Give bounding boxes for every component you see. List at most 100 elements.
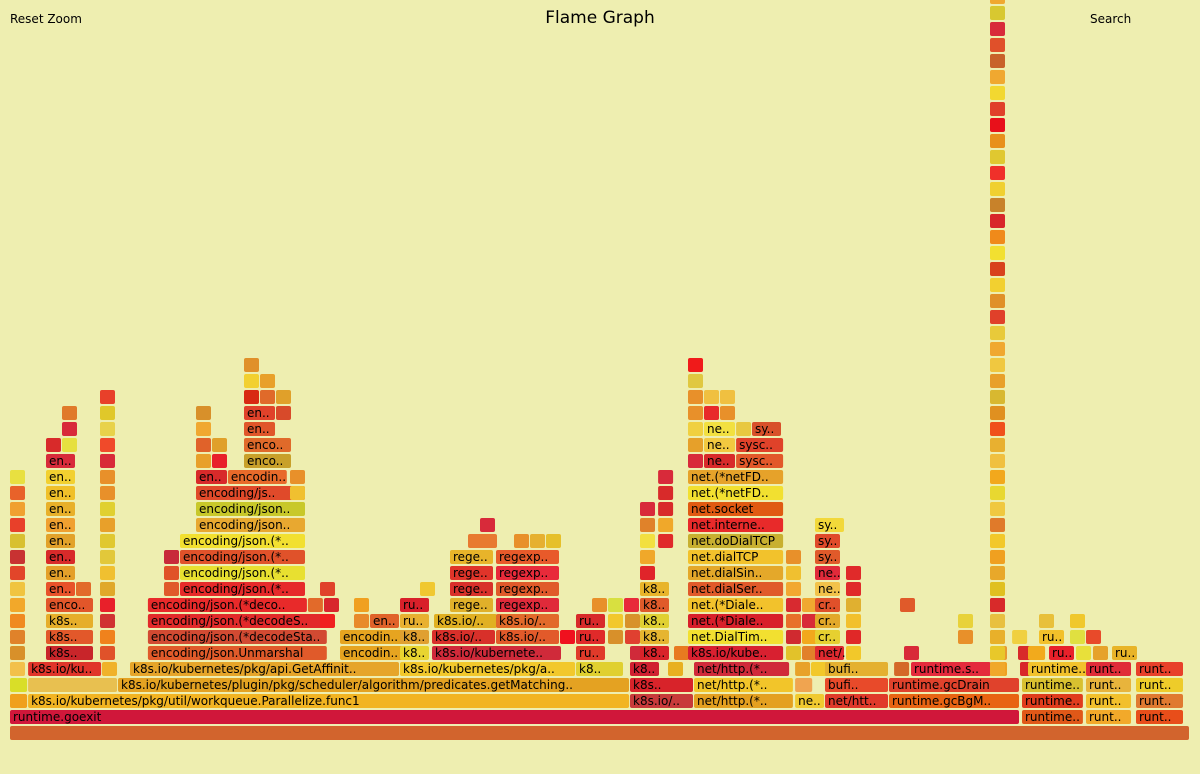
flame-frame[interactable]: k8.. <box>640 582 669 596</box>
flame-frame[interactable] <box>100 486 115 500</box>
flame-frame[interactable] <box>846 598 861 612</box>
flame-frame[interactable]: encoding/json.. <box>196 518 305 532</box>
flame-frame-rect[interactable] <box>958 630 973 644</box>
flame-frame[interactable] <box>354 598 369 612</box>
flame-frame[interactable] <box>658 502 674 516</box>
flame-frame-rect[interactable] <box>990 38 1005 52</box>
flame-frame-rect[interactable] <box>688 566 784 580</box>
flame-frame-rect[interactable] <box>704 438 735 452</box>
flame-frame[interactable] <box>546 534 561 548</box>
flame-frame-rect[interactable] <box>260 390 275 404</box>
flame-frame[interactable] <box>100 550 115 564</box>
flame-frame-rect[interactable] <box>1086 678 1131 692</box>
flame-frame-rect[interactable] <box>846 566 861 580</box>
flame-frame-rect[interactable] <box>244 422 275 436</box>
flame-frame-rect[interactable] <box>688 422 703 436</box>
flame-frame-rect[interactable] <box>786 630 801 644</box>
flame-frame-rect[interactable] <box>76 582 91 596</box>
flame-frame-rect[interactable] <box>1028 662 1089 676</box>
flame-frame-rect[interactable] <box>1112 646 1137 660</box>
flame-frame[interactable] <box>688 358 703 372</box>
flame-frame-rect[interactable] <box>825 694 888 708</box>
flame-frame-rect[interactable] <box>990 566 1005 580</box>
flame-frame-rect[interactable] <box>400 662 576 676</box>
flame-frame-rect[interactable] <box>990 166 1005 180</box>
flame-frame-rect[interactable] <box>990 230 1005 244</box>
flame-frame-rect[interactable] <box>704 422 735 436</box>
flame-frame[interactable] <box>640 550 655 564</box>
flame-frame-rect[interactable] <box>432 646 561 660</box>
flame-frame[interactable] <box>100 534 115 548</box>
flame-frame[interactable] <box>100 582 115 596</box>
flame-frame[interactable]: runtime.. <box>1022 710 1083 724</box>
flame-frame-rect[interactable] <box>795 694 825 708</box>
flame-frame[interactable] <box>688 374 703 388</box>
flame-frame-rect[interactable] <box>694 694 793 708</box>
flame-frame-rect[interactable] <box>786 550 801 564</box>
flame-frame-rect[interactable] <box>990 6 1005 20</box>
flame-frame-rect[interactable] <box>990 262 1005 276</box>
flame-frame-rect[interactable] <box>468 534 497 548</box>
flame-frame[interactable]: encoding/json.(*decodeS.. <box>147 614 327 628</box>
flame-frame[interactable]: encodin.. <box>227 470 287 484</box>
flame-frame[interactable] <box>990 38 1005 52</box>
flame-frame-rect[interactable] <box>496 566 559 580</box>
flame-frame[interactable] <box>958 630 973 644</box>
flame-frame-rect[interactable] <box>815 534 840 548</box>
flame-frame[interactable] <box>990 454 1005 468</box>
flame-frame[interactable] <box>990 166 1005 180</box>
flame-frame-rect[interactable] <box>276 406 291 420</box>
flame-frame-rect[interactable] <box>990 630 1005 644</box>
flame-frame[interactable] <box>10 694 28 708</box>
flame-frame-rect[interactable] <box>688 438 703 452</box>
flame-frame[interactable] <box>625 614 640 628</box>
flame-frame[interactable] <box>10 726 1189 740</box>
flame-frame[interactable] <box>802 614 817 628</box>
flame-frame[interactable] <box>46 438 61 452</box>
flame-frame[interactable] <box>786 550 801 564</box>
flame-frame[interactable] <box>736 422 752 436</box>
flame-frame-rect[interactable] <box>958 614 973 628</box>
flame-frame-rect[interactable] <box>46 646 93 660</box>
flame-frame-rect[interactable] <box>450 566 493 580</box>
reset-zoom-button[interactable]: Reset Zoom <box>10 12 82 26</box>
flame-frame-rect[interactable] <box>10 534 25 548</box>
flame-frame-rect[interactable] <box>640 598 669 612</box>
flame-frame-rect[interactable] <box>46 518 75 532</box>
flame-frame-rect[interactable] <box>10 710 1019 724</box>
flame-frame[interactable] <box>704 406 719 420</box>
flame-frame-rect[interactable] <box>990 22 1005 36</box>
flame-frame[interactable] <box>990 214 1005 228</box>
search-button[interactable]: Search <box>1090 12 1132 26</box>
flame-frame[interactable]: k8s.io/kubernetes/pkg/api.GetAffinit.. <box>130 662 399 676</box>
flame-frame[interactable] <box>196 422 211 436</box>
flame-frame-rect[interactable] <box>688 534 784 548</box>
flame-frame-rect[interactable] <box>640 518 655 532</box>
flame-frame[interactable]: encoding/json.(*.. <box>180 566 305 580</box>
flame-frame-rect[interactable] <box>1086 630 1101 644</box>
flame-frame[interactable] <box>62 406 77 420</box>
flame-frame[interactable] <box>10 678 28 692</box>
flame-frame-rect[interactable] <box>1070 614 1085 628</box>
flame-frame-rect[interactable] <box>630 662 659 676</box>
flame-frame[interactable] <box>990 70 1005 84</box>
flame-frame-rect[interactable] <box>496 582 559 596</box>
flame-frame[interactable] <box>990 646 1005 660</box>
flame-frame[interactable]: cr.. <box>815 598 840 612</box>
flame-frame[interactable] <box>1039 614 1054 628</box>
flame-frame-rect[interactable] <box>576 646 605 660</box>
flame-frame[interactable] <box>990 294 1005 308</box>
flame-frame[interactable] <box>640 566 655 580</box>
flame-frame-rect[interactable] <box>164 566 179 580</box>
flame-frame[interactable]: cr.. <box>815 630 840 644</box>
flame-frame-rect[interactable] <box>147 646 327 660</box>
flame-frame[interactable]: net.dialSin.. <box>688 566 784 580</box>
flame-frame-rect[interactable] <box>786 614 801 628</box>
flame-frame-rect[interactable] <box>815 550 840 564</box>
flame-frame[interactable]: ne.. <box>704 454 735 468</box>
flame-frame[interactable] <box>560 630 575 644</box>
flame-frame-rect[interactable] <box>795 662 811 676</box>
flame-frame[interactable]: k8s.io/kubernetes/pkg/a.. <box>400 662 576 676</box>
flame-frame[interactable] <box>164 550 179 564</box>
flame-frame[interactable]: en.. <box>46 550 75 564</box>
